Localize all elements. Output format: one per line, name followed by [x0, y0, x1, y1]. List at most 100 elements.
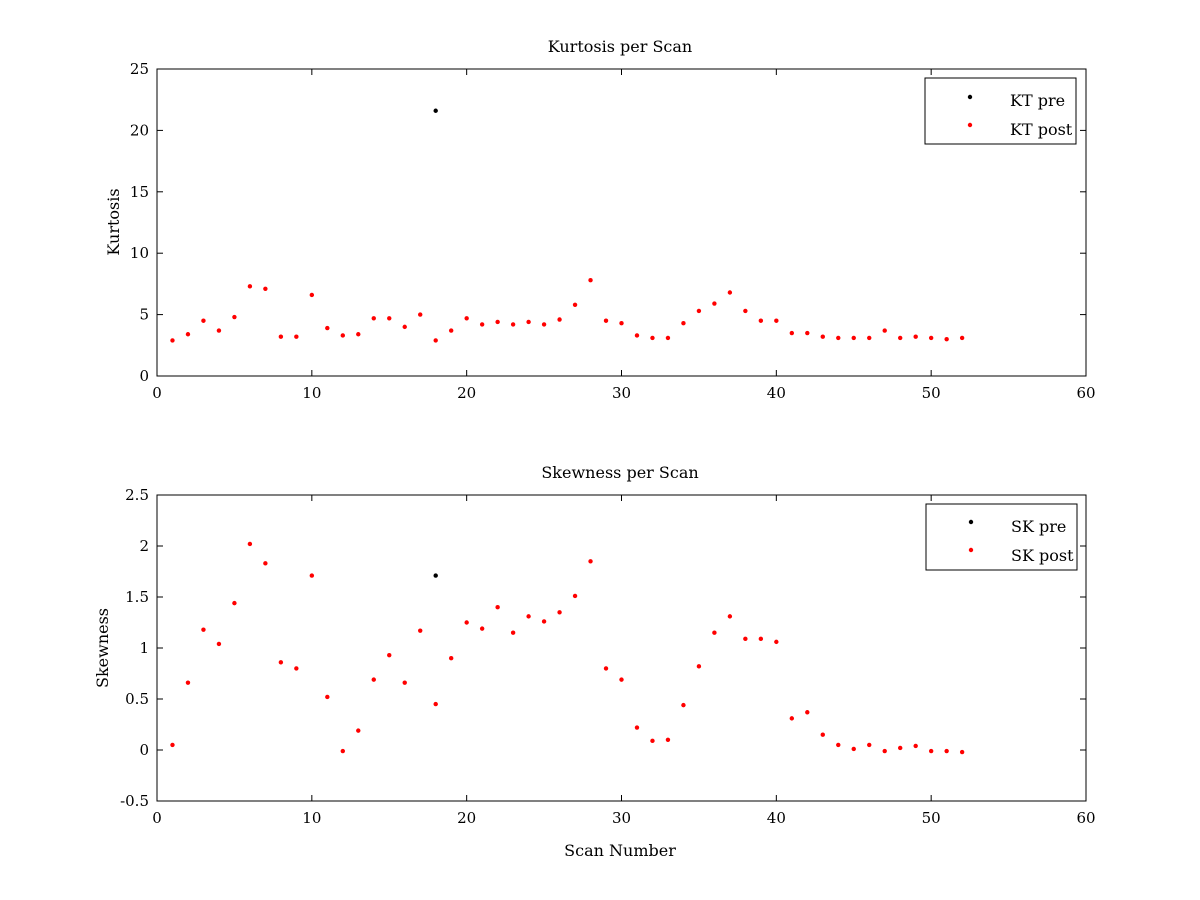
kurtosis-point-post — [696, 308, 702, 314]
kurtosis-point-post — [650, 335, 655, 341]
skewness-point-post — [820, 732, 825, 737]
skewness-point-post — [325, 694, 330, 700]
kurtosis-x-tick-label: 10 — [302, 384, 321, 402]
skewness-point-post — [572, 593, 578, 599]
skewness-point-post — [944, 748, 949, 754]
skewness-point-post — [170, 742, 175, 748]
skewness-point-post — [696, 664, 702, 669]
kurtosis-point-post — [743, 308, 748, 314]
kurtosis-point-post — [185, 332, 191, 337]
kurtosis-point-post — [232, 314, 237, 320]
skewness-point-post — [185, 680, 191, 685]
skewness-legend-marker-pre — [968, 519, 974, 525]
kurtosis-point-post — [944, 336, 949, 342]
kurtosis-x-tick-label: 0 — [152, 384, 162, 402]
kurtosis-point-post — [867, 335, 872, 341]
skewness-point-post — [247, 541, 253, 547]
kurtosis-point-post — [541, 322, 547, 327]
skewness-point-post — [278, 660, 284, 665]
skewness-y-tick-label: 1 — [139, 639, 149, 657]
kurtosis-point-pre — [433, 108, 438, 113]
kurtosis-point-post — [495, 319, 500, 325]
kurtosis-x-tick-label: 50 — [922, 384, 941, 402]
skewness-panel: Skewness per Scan Skewness Scan Number 0… — [93, 463, 1096, 860]
skewness-point-post — [309, 573, 315, 578]
kurtosis-y-tick-label: 5 — [139, 306, 149, 324]
skewness-legend-box — [925, 503, 1078, 571]
kurtosis-legend-marker-pre — [967, 94, 973, 100]
kurtosis-point-post — [789, 330, 795, 336]
kurtosis-point-post — [928, 335, 934, 341]
kurtosis-point-post — [805, 330, 810, 336]
kurtosis-point-post — [851, 335, 856, 341]
kurtosis-y-axis-label: Kurtosis — [104, 188, 123, 255]
skewness-point-post — [758, 636, 764, 642]
skewness-point-post — [928, 748, 934, 754]
skewness-point-post — [619, 677, 624, 682]
skewness-point-post — [851, 746, 856, 752]
skewness-chart-title: Skewness per Scan — [541, 463, 698, 482]
kurtosis-point-post — [340, 333, 345, 338]
kurtosis-y-tick-label: 10 — [130, 244, 149, 262]
skewness-point-post — [603, 666, 609, 671]
skewness-point-post — [634, 725, 640, 730]
skewness-y-tick-label: 0 — [139, 741, 149, 759]
kurtosis-point-post — [820, 334, 825, 339]
skewness-point-post — [588, 559, 593, 564]
skewness-point-post — [557, 610, 562, 615]
skewness-point-post — [418, 628, 423, 633]
skewness-point-post — [665, 737, 671, 742]
kurtosis-x-tick-label: 60 — [1076, 384, 1095, 402]
skewness-point-post — [479, 626, 485, 631]
kurtosis-point-post — [294, 334, 299, 339]
kurtosis-point-post — [774, 318, 779, 323]
skewness-point-post — [681, 702, 686, 708]
skewness-point-post — [882, 748, 887, 754]
skewness-point-post — [526, 614, 531, 619]
skewness-point-post — [541, 619, 547, 624]
skewness-point-post — [650, 738, 655, 744]
kurtosis-point-post — [170, 338, 175, 343]
skewness-x-tick-label: 20 — [457, 809, 476, 827]
kurtosis-point-post — [758, 318, 764, 323]
kurtosis-point-post — [727, 290, 733, 295]
kurtosis-legend: KT pre KT post — [924, 77, 1077, 145]
kurtosis-y-tick-label: 15 — [130, 183, 149, 201]
skewness-point-pre — [433, 573, 438, 578]
kurtosis-point-post — [278, 334, 284, 339]
skewness-point-post — [433, 701, 438, 707]
skewness-y-axis-label: Skewness — [93, 608, 112, 688]
skewness-point-post — [898, 745, 903, 751]
skewness-point-post — [387, 652, 392, 658]
kurtosis-point-post — [448, 328, 454, 333]
kurtosis-point-post — [882, 328, 887, 333]
kurtosis-point-post — [433, 338, 438, 343]
kurtosis-y-tick-label: 0 — [139, 367, 149, 385]
skewness-point-post — [371, 677, 376, 682]
kurtosis-point-post — [418, 312, 423, 317]
kurtosis-point-post — [603, 318, 609, 323]
skewness-legend: SK pre SK post — [925, 503, 1078, 571]
skewness-y-tick-label: 0.5 — [125, 690, 149, 708]
skewness-point-post — [959, 749, 965, 755]
skewness-point-post — [743, 636, 748, 642]
skewness-x-tick-label: 50 — [922, 809, 941, 827]
skewness-point-post — [495, 605, 500, 610]
skewness-axes: 0 10 20 30 40 50 60-0.500.511.522.5 — [120, 486, 1095, 827]
kurtosis-axes: 0 10 20 30 40 50 60 0 5 10 15 20 25 — [130, 60, 1096, 402]
kurtosis-point-post — [913, 334, 918, 339]
kurtosis-point-post — [634, 333, 640, 338]
kurtosis-point-post — [201, 318, 206, 323]
kurtosis-point-post — [959, 335, 965, 341]
kurtosis-legend-box — [924, 77, 1077, 145]
kurtosis-point-post — [216, 328, 222, 333]
skewness-point-post — [232, 600, 237, 606]
kurtosis-chart-title: Kurtosis per Scan — [548, 37, 692, 56]
kurtosis-point-post — [665, 335, 671, 341]
skewness-point-post — [356, 728, 361, 733]
skewness-y-tick-label: 2 — [139, 537, 149, 555]
kurtosis-point-post — [387, 316, 392, 321]
kurtosis-point-post — [263, 286, 268, 292]
kurtosis-legend-label-pre: KT pre — [1010, 91, 1065, 110]
